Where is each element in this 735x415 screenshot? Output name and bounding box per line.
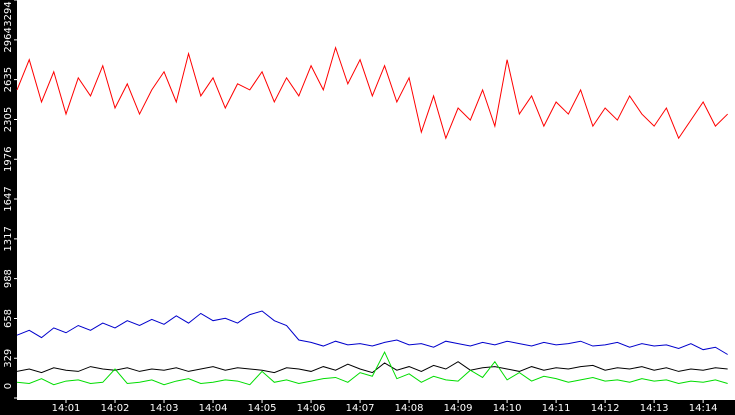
- x-axis-strip: [0, 400, 735, 415]
- x-tick-label: 14:06: [297, 403, 326, 414]
- x-tick-label: 14:12: [591, 403, 620, 414]
- y-tick-label: 988: [3, 269, 14, 288]
- x-tick-label: 14:04: [199, 403, 228, 414]
- series-line: [16, 45, 729, 140]
- x-tick-label: 14:01: [52, 403, 81, 414]
- series-line: [16, 361, 728, 374]
- y-tick-label: 2305: [3, 107, 14, 132]
- series-line: [16, 350, 728, 386]
- x-tick-label: 14:11: [542, 403, 571, 414]
- x-tick-label: 14:14: [689, 403, 718, 414]
- x-tick-label: 14:10: [493, 403, 522, 414]
- y-tick-label: 2635: [3, 67, 14, 92]
- x-tick-label: 14:05: [248, 403, 277, 414]
- series-line: [16, 310, 728, 355]
- x-tick-label: 14:09: [444, 403, 473, 414]
- x-tick-label: 14:02: [101, 403, 130, 414]
- y-tick-label: 0: [3, 383, 14, 389]
- y-tick-label: 658: [3, 309, 14, 328]
- y-tick-label: 2964: [3, 27, 14, 52]
- y-tick-label: 3294: [3, 1, 14, 26]
- y-axis-strip: [0, 0, 17, 415]
- x-tick-label: 14:03: [150, 403, 179, 414]
- x-tick-label: 14:13: [640, 403, 669, 414]
- y-tick-label: 329: [3, 349, 14, 368]
- x-tick-label: 14:07: [346, 403, 375, 414]
- y-tick-label: 1317: [3, 226, 14, 251]
- y-tick-label: 1976: [3, 147, 14, 172]
- y-tick-label: 1647: [3, 186, 14, 211]
- x-tick-label: 14:08: [395, 403, 424, 414]
